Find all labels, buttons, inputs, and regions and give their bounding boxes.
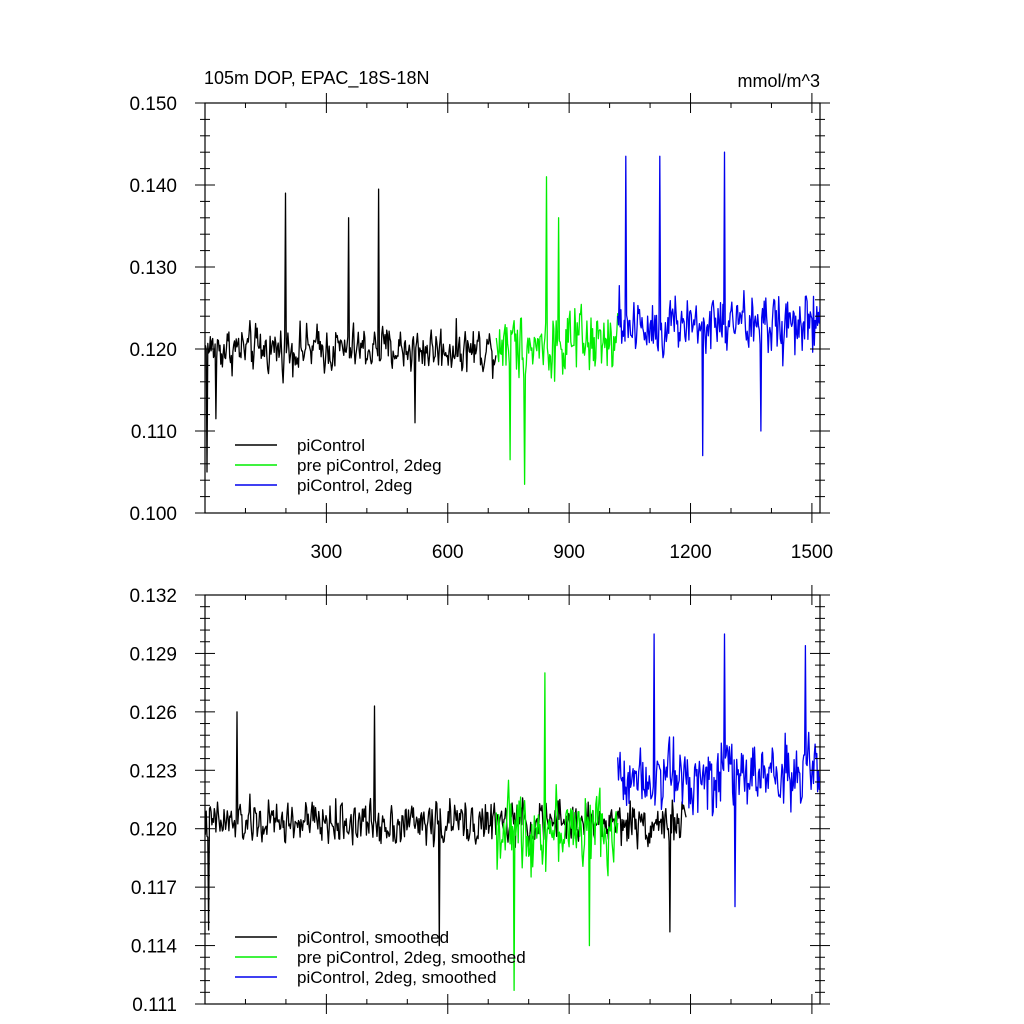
- y-tick-label: 0.120: [129, 340, 177, 361]
- series-line-3: [617, 151, 820, 457]
- x-tick-label: 1500: [791, 542, 833, 563]
- y-tick-label: 0.120: [129, 820, 177, 841]
- chart-title: 105m DOP, EPAC_18S-18N: [204, 68, 429, 89]
- y-tick-label: 0.117: [131, 878, 177, 899]
- series-layer: [205, 633, 820, 992]
- legend-label: pre piControl, 2deg, smoothed: [297, 948, 526, 967]
- y-tick-label: 0.140: [129, 176, 177, 197]
- y-tick-label: 0.126: [129, 703, 177, 724]
- y-tick-label: 0.150: [129, 94, 177, 115]
- y-tick-label: 0.114: [131, 937, 178, 958]
- legend-label: pre piControl, 2deg: [297, 456, 442, 475]
- y-tick-label: 0.130: [129, 258, 177, 279]
- series-line-1: [205, 705, 687, 947]
- y-tick-label: 0.123: [129, 761, 177, 782]
- chart-units-label: mmol/m^3: [738, 71, 820, 91]
- top-chart-panel: 105m DOP, EPAC_18S-18N mmol/m^3 300 600 90…: [129, 68, 833, 563]
- legend-label: piControl, 2deg, smoothed: [297, 968, 496, 987]
- y-tick-label: 0.129: [129, 644, 177, 665]
- legend-label: piControl, 2deg: [297, 476, 412, 495]
- series-layer: [205, 151, 820, 485]
- y-tick-label: 0.100: [129, 504, 177, 525]
- legend-label: piControl, smoothed: [297, 928, 449, 947]
- y-tick-label: 0.132: [129, 586, 177, 607]
- bottom-chart-panel: 0.111 0.114 0.117 0.120 0.123 0.126 0.129 0.132…: [129, 585, 830, 1016]
- axis-layer: 0.111 0.114 0.117 0.120 0.123 0.126 0.129 0.132: [129, 585, 830, 1016]
- x-tick-label: 300: [311, 542, 343, 563]
- series-line-2: [495, 176, 619, 485]
- y-tick-label: 0.111: [132, 995, 177, 1016]
- legend-label: piControl: [297, 436, 365, 455]
- series-line-2: [495, 672, 619, 992]
- x-tick-label: 900: [553, 542, 585, 563]
- x-tick-label: 1200: [669, 542, 711, 563]
- plot-frame: [204, 594, 821, 1005]
- axis-layer: 300 600 900 1200 1500 0.100 0.110 0.120 0.130 0.1…: [129, 93, 833, 563]
- x-tick-label: 600: [432, 542, 464, 563]
- series-line-1: [205, 188, 497, 473]
- y-tick-label: 0.110: [131, 422, 177, 443]
- series-line-3: [617, 633, 820, 908]
